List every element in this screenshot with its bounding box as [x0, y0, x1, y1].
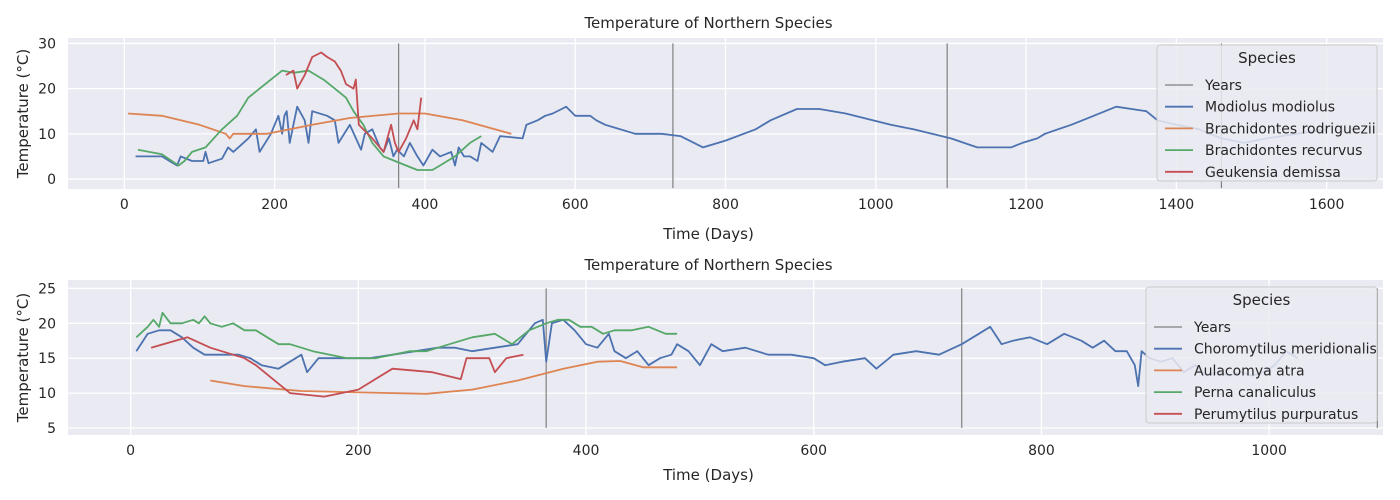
series-line	[128, 112, 512, 140]
y-axis-label: Temperature (°C)	[14, 49, 32, 179]
legend-title: Species	[1238, 49, 1296, 67]
series-line	[150, 336, 524, 398]
data-layer	[135, 288, 1378, 429]
y-tick-label: 30	[38, 36, 56, 52]
x-tick-label: 0	[126, 443, 135, 459]
x-tick-label: 1200	[1008, 197, 1044, 213]
x-tick-label: 1600	[1309, 197, 1345, 213]
x-tick-label: 1000	[1251, 443, 1287, 459]
y-tick-label: 20	[38, 316, 56, 332]
y-tick-label: 5	[47, 421, 56, 437]
y-tick-label: 0	[47, 172, 56, 188]
legend: Species Years Modiolus modiolus Brachidonte…	[1156, 44, 1378, 182]
series-line	[210, 360, 678, 395]
series-line	[135, 311, 678, 360]
x-tick-label: 400	[412, 197, 439, 213]
x-tick-label: 600	[800, 443, 827, 459]
x-axis-label: Time (Days)	[662, 466, 754, 484]
y-tick-label: 10	[38, 127, 56, 143]
legend-entry-label: Perna canaliculus	[1194, 385, 1316, 401]
series-line	[137, 69, 482, 171]
legend-entry-label: Choromytilus meridionalis	[1194, 342, 1377, 358]
x-tick-label: 200	[345, 443, 372, 459]
legend-entry-label: Perumytilus purpuratus	[1194, 407, 1358, 423]
series-line	[135, 105, 1327, 167]
x-tick-label: 0	[120, 197, 129, 213]
x-tick-label: 800	[1028, 443, 1055, 459]
series-line	[285, 51, 423, 153]
legend-entry-label: Geukensia demissa	[1205, 165, 1341, 181]
x-axis-label: Time (Days)	[662, 225, 754, 243]
legend-box	[1145, 286, 1378, 424]
chart-panel-top: 0 200 400 600 800 1000 1200 1400 1600 0 10 20 30 Temp…	[14, 14, 1383, 243]
x-tick-label: 200	[261, 197, 288, 213]
y-tick-label: 15	[38, 351, 56, 367]
y-tick-label: 25	[38, 281, 56, 297]
series-line	[135, 318, 1299, 387]
legend-entry-label: Years	[1193, 320, 1231, 336]
x-tick-label: 600	[562, 197, 589, 213]
legend-entry-label: Brachidontes rodriguezii	[1205, 121, 1376, 137]
data-layer	[128, 43, 1327, 189]
x-tick-label: 400	[573, 443, 600, 459]
x-tick-label: 800	[712, 197, 739, 213]
legend-entry-label: Years	[1204, 78, 1242, 94]
legend-box	[1156, 44, 1378, 182]
x-tick-label: 1400	[1159, 197, 1195, 213]
y-tick-label: 10	[38, 386, 56, 402]
legend-entry-label: Aulacomya atra	[1194, 363, 1305, 379]
legend-entry-label: Modiolus modiolus	[1205, 100, 1335, 116]
chart-title: Temperature of Northern Species	[583, 14, 832, 32]
x-tick-label: 1000	[858, 197, 894, 213]
chart-title: Temperature of Northern Species	[583, 256, 832, 274]
chart-panel-bottom: 0 200 400 600 800 1000 5 10 15 20 25 Temperature of…	[14, 256, 1383, 484]
y-tick-label: 20	[38, 82, 56, 98]
y-axis-label: Temperature (°C)	[14, 293, 32, 423]
legend-title: Species	[1233, 291, 1291, 309]
legend-entry-label: Brachidontes recurvus	[1205, 143, 1362, 159]
